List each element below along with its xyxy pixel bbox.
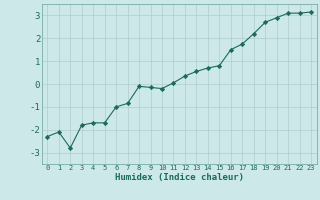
X-axis label: Humidex (Indice chaleur): Humidex (Indice chaleur): [115, 173, 244, 182]
